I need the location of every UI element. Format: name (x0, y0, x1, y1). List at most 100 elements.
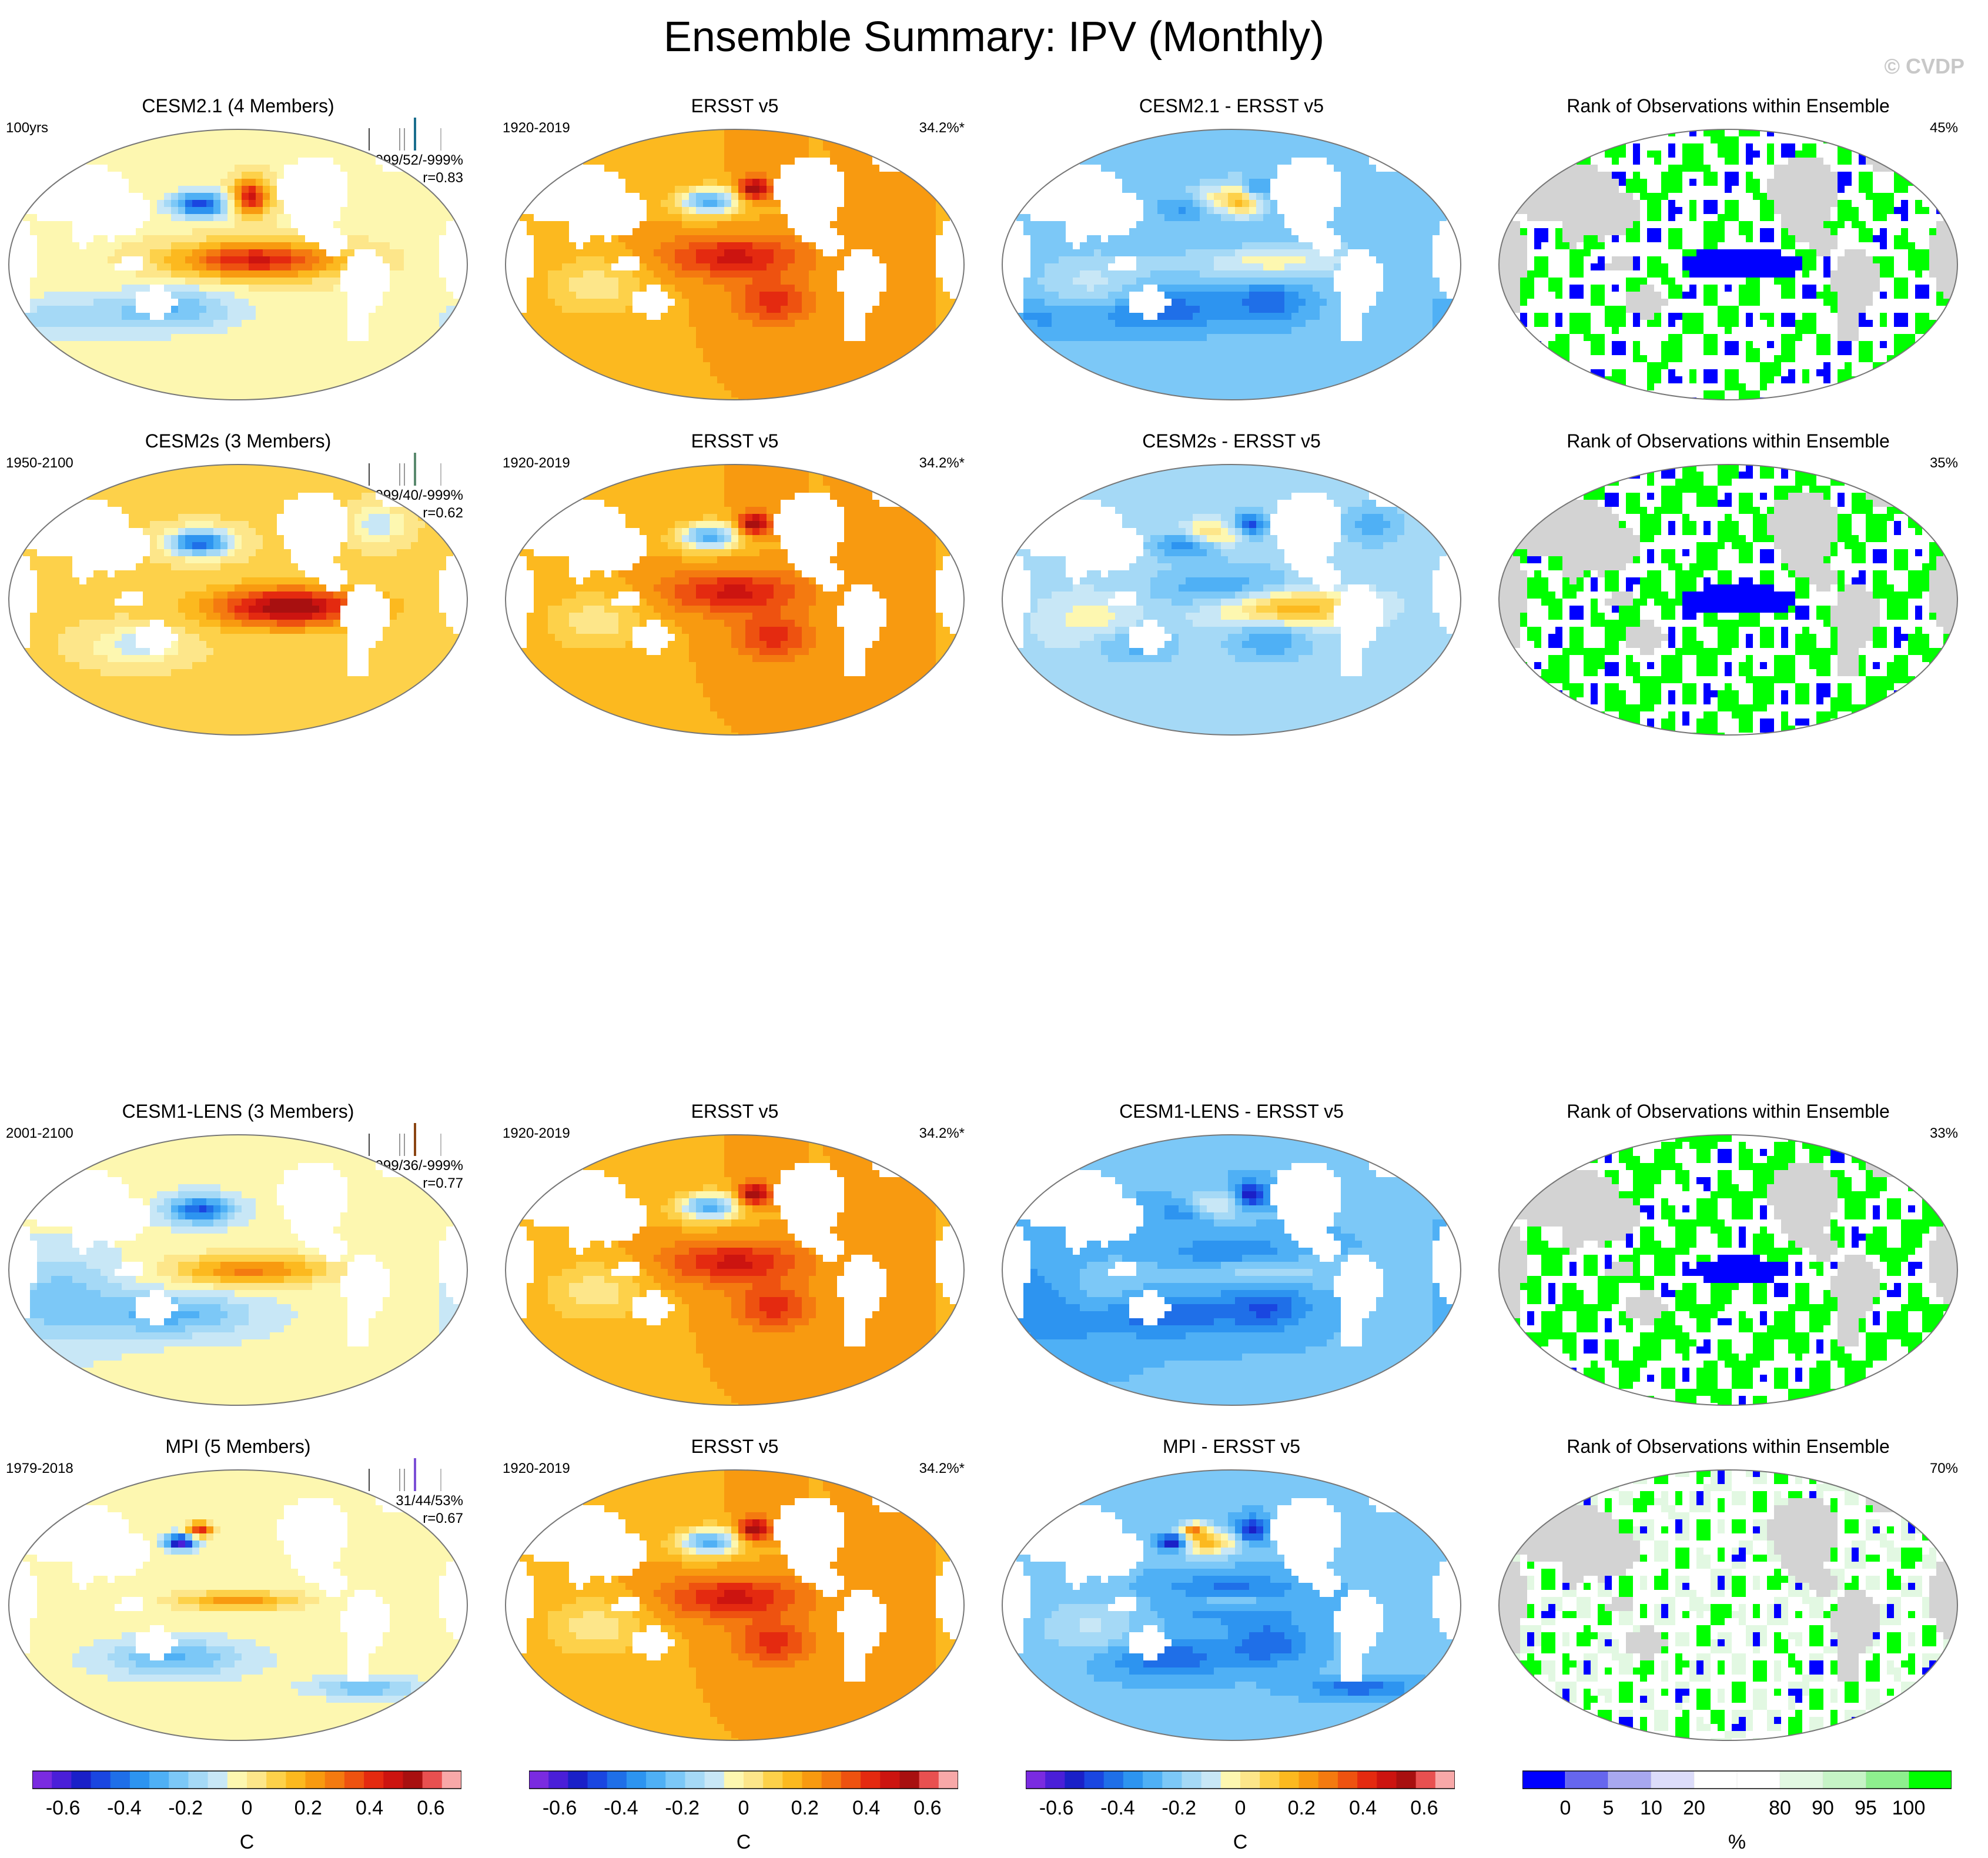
map-field (9, 1135, 468, 1411)
colorbar-swatch (588, 1771, 608, 1789)
colorbar-tick-label: 0 (1560, 1797, 1571, 1819)
map-field (1499, 129, 1958, 405)
rank-panel: Rank of Observations within Ensemble 33% (1490, 1100, 1966, 1429)
colorbar-swatch (1299, 1771, 1319, 1789)
colorbar-swatch (247, 1771, 267, 1789)
colorbar-swatch (91, 1771, 111, 1789)
colorbar-swatch (306, 1771, 326, 1789)
colorbar-swatch (782, 1771, 802, 1789)
colorbar-unit: C (1026, 1831, 1455, 1854)
ensemble-panel: CESM2s (3 Members) 1950-2100 -999/40/-99… (0, 429, 476, 758)
map-field (9, 1470, 468, 1746)
diff-panel: MPI - ERSST v5 (993, 1435, 1470, 1764)
colorbar-swatch (1279, 1771, 1299, 1789)
colorbar-swatch (1085, 1771, 1105, 1789)
colorbar-swatch (568, 1771, 588, 1789)
ensemble-map (0, 1100, 476, 1429)
colorbar-swatch (169, 1771, 189, 1789)
colorbar-swatch (266, 1771, 286, 1789)
colorbar-swatch (1123, 1771, 1143, 1789)
colorbar-swatch (1221, 1771, 1241, 1789)
colorbar-swatch (548, 1771, 568, 1789)
rank-map (1490, 94, 1966, 423)
colorbar-tick-label: 0.2 (791, 1797, 819, 1819)
obs-panel: ERSST v5 1920-2019 34.2%* (497, 1100, 973, 1429)
colorbar-swatch (1435, 1771, 1455, 1789)
colorbar-swatch (1737, 1771, 1781, 1789)
colorbar-swatch (1143, 1771, 1163, 1789)
colorbar-swatch (1338, 1771, 1358, 1789)
colorbar-tick-label: 0.6 (417, 1797, 444, 1819)
colorbar-swatch (744, 1771, 764, 1789)
colorbar-unit: % (1522, 1831, 1952, 1854)
rank-panel: Rank of Observations within Ensemble 45% (1490, 94, 1966, 423)
colorbar-swatch (325, 1771, 345, 1789)
colorbar-swatch (286, 1771, 306, 1789)
colorbar-swatch (1065, 1771, 1085, 1789)
colorbar-swatch (685, 1771, 705, 1789)
colorbar-unit: C (32, 1831, 461, 1854)
colorbar-swatch (1318, 1771, 1338, 1789)
obs-map (497, 1435, 973, 1764)
map-field (1002, 1135, 1461, 1411)
colorbar-swatch (130, 1771, 150, 1789)
map-field (506, 1135, 965, 1411)
colorbar-swatch (71, 1771, 91, 1789)
colorbar-swatch (861, 1771, 881, 1789)
colorbar-swatch (403, 1771, 423, 1789)
diff-panel: CESM2.1 - ERSST v5 (993, 94, 1470, 423)
colorbar-swatch (111, 1771, 130, 1789)
diff-map (993, 94, 1470, 423)
colorbar-swatch (1162, 1771, 1182, 1789)
colorbar-swatch (1565, 1771, 1609, 1789)
obs-panel: ERSST v5 1920-2019 34.2%* (497, 429, 973, 758)
colorbar-swatch (841, 1771, 861, 1789)
map-field (1002, 464, 1461, 740)
diff-panel: CESM1-LENS - ERSST v5 (993, 1100, 1470, 1429)
colorbar-swatch (899, 1771, 919, 1789)
colorbar-swatch (802, 1771, 822, 1789)
colorbar-swatch (1377, 1771, 1397, 1789)
colorbar-swatch (1260, 1771, 1280, 1789)
colorbar-swatch (1694, 1771, 1738, 1789)
colorbar-swatch (344, 1771, 364, 1789)
colorbar-swatch (1240, 1771, 1260, 1789)
colorbar-swatch (1608, 1771, 1652, 1789)
colorbar-swatch (1909, 1771, 1952, 1789)
colorbar-swatch (607, 1771, 627, 1789)
colorbar-tick-label: 0.4 (1349, 1797, 1377, 1819)
map-field (506, 129, 965, 405)
colorbar-swatch (423, 1771, 443, 1789)
colorbar-swatch (919, 1771, 939, 1789)
ensemble-panel: MPI (5 Members) 1979-2018 31/44/53% r=0.… (0, 1435, 476, 1764)
colorbar-swatch (32, 1771, 52, 1789)
colorbar-swatch (822, 1771, 842, 1789)
colorbar-swatch (149, 1771, 169, 1789)
map-field (1002, 129, 1461, 405)
page-title: Ensemble Summary: IPV (Monthly) (0, 11, 1988, 64)
colorbar-swatch (1201, 1771, 1221, 1789)
ensemble-panel: CESM2.1 (4 Members) 100yrs -999/52/-999%… (0, 94, 476, 423)
colorbar-tick-label: 5 (1603, 1797, 1614, 1819)
colorbar-swatch (1780, 1771, 1823, 1789)
diff-map (993, 1435, 1470, 1764)
colorbar-tick-label: 0.2 (1288, 1797, 1316, 1819)
colorbar-swatch (1823, 1771, 1866, 1789)
map-field (9, 464, 468, 740)
colorbar-tick-label: 0.4 (356, 1797, 383, 1819)
colorbar-tick-label: 20 (1683, 1797, 1705, 1819)
rank-map (1490, 429, 1966, 758)
colorbar-tick-label: 0 (1235, 1797, 1246, 1819)
colorbar-swatch (208, 1771, 228, 1789)
colorbar-swatch (227, 1771, 247, 1789)
colorbar-swatch (1104, 1771, 1124, 1789)
ensemble-map (0, 1435, 476, 1764)
colorbar-swatch (763, 1771, 783, 1789)
diff-map (993, 1100, 1470, 1429)
colorbar-swatch (880, 1771, 900, 1789)
colorbar-swatch (1396, 1771, 1416, 1789)
colorbar-tick-label: -0.6 (543, 1797, 577, 1819)
